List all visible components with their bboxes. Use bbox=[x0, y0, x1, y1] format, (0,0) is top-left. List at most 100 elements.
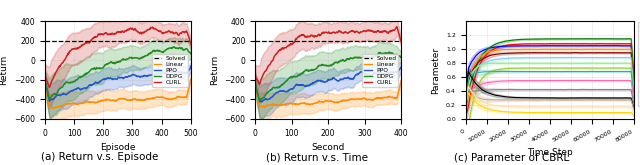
a1 bbox=[538, 45, 545, 47]
b0 bbox=[630, 108, 637, 110]
a9 bbox=[505, 80, 513, 82]
b0 bbox=[538, 99, 546, 101]
a0 bbox=[538, 43, 545, 45]
a6 bbox=[462, 105, 470, 107]
b2 bbox=[538, 111, 546, 113]
a0 bbox=[596, 43, 604, 45]
b2 bbox=[505, 111, 513, 113]
a10 bbox=[630, 102, 637, 104]
a10 bbox=[462, 104, 470, 106]
a3 bbox=[492, 50, 499, 51]
a9 bbox=[561, 80, 568, 82]
a0 bbox=[492, 47, 499, 49]
a4 bbox=[571, 52, 579, 54]
a7 bbox=[463, 127, 470, 129]
a9 bbox=[574, 80, 582, 82]
a1 bbox=[611, 45, 618, 47]
Line: a8: a8 bbox=[466, 71, 634, 99]
b1 bbox=[505, 106, 513, 108]
a6 bbox=[589, 62, 596, 64]
Line: a2: a2 bbox=[466, 39, 634, 108]
a11 bbox=[538, 97, 546, 99]
a0 bbox=[588, 43, 596, 45]
a3 bbox=[630, 80, 637, 82]
a3 bbox=[505, 48, 513, 50]
a5 bbox=[561, 57, 568, 59]
b2 bbox=[561, 112, 569, 114]
b1 bbox=[492, 105, 499, 107]
a11 bbox=[589, 97, 596, 99]
b1 bbox=[538, 106, 546, 108]
a11 bbox=[465, 70, 472, 72]
b0 bbox=[462, 100, 470, 102]
a8 bbox=[588, 70, 596, 72]
a2 bbox=[589, 38, 596, 40]
a4 bbox=[505, 52, 513, 54]
Legend: a0, a1, a2, a3, a4, a5, a6, a7, a8, a9, a10, a11, b0, b1, b2: a0, a1, a2, a3, a4, a5, a6, a7, a8, a9, … bbox=[638, 22, 640, 106]
Y-axis label: Return: Return bbox=[0, 55, 8, 85]
a2 bbox=[538, 38, 545, 40]
a3 bbox=[462, 102, 470, 104]
a9 bbox=[492, 81, 499, 82]
a3 bbox=[538, 48, 545, 50]
a3 bbox=[574, 48, 582, 50]
a0 bbox=[574, 43, 582, 45]
a0 bbox=[561, 43, 568, 45]
a8 bbox=[589, 70, 596, 72]
b2 bbox=[574, 112, 582, 114]
X-axis label: Second: Second bbox=[312, 143, 345, 152]
a6 bbox=[581, 62, 589, 64]
a11 bbox=[492, 94, 499, 96]
Text: (a) Return v.s. Episode: (a) Return v.s. Episode bbox=[40, 152, 158, 162]
a2 bbox=[505, 40, 513, 42]
a7 bbox=[505, 67, 513, 69]
a4 bbox=[561, 52, 568, 54]
b0 bbox=[492, 99, 499, 101]
Text: (c) Parameter of CBRL: (c) Parameter of CBRL bbox=[454, 152, 570, 162]
a5 bbox=[462, 99, 470, 101]
Legend: Solved, Linear, PPO, DDPG, CURL: Solved, Linear, PPO, DDPG, CURL bbox=[362, 54, 398, 87]
a9 bbox=[462, 106, 470, 108]
a11 bbox=[505, 96, 513, 98]
a7 bbox=[492, 69, 499, 71]
a6 bbox=[492, 62, 499, 64]
a10 bbox=[561, 89, 569, 91]
Y-axis label: Return: Return bbox=[210, 55, 219, 85]
a2 bbox=[462, 107, 470, 109]
b1 bbox=[574, 106, 582, 108]
a7 bbox=[589, 67, 596, 69]
a3 bbox=[589, 48, 596, 50]
a11 bbox=[630, 106, 637, 108]
b0 bbox=[561, 99, 569, 101]
b2 bbox=[589, 112, 596, 114]
Line: b1: b1 bbox=[466, 86, 634, 112]
a7 bbox=[561, 67, 569, 69]
Line: a11: a11 bbox=[466, 71, 634, 107]
a4 bbox=[492, 53, 499, 55]
a5 bbox=[630, 84, 637, 86]
a8 bbox=[574, 71, 582, 73]
Line: b2: b2 bbox=[466, 93, 634, 115]
a4 bbox=[538, 52, 545, 54]
b1 bbox=[465, 85, 472, 87]
a6 bbox=[538, 62, 545, 64]
Line: a1: a1 bbox=[466, 46, 634, 95]
a4 bbox=[462, 101, 470, 103]
a7 bbox=[462, 127, 470, 129]
b0 bbox=[505, 99, 513, 101]
Line: a0: a0 bbox=[466, 44, 634, 117]
a5 bbox=[492, 59, 499, 61]
a1 bbox=[505, 45, 513, 47]
a7 bbox=[574, 67, 582, 69]
a5 bbox=[574, 57, 582, 59]
a9 bbox=[538, 80, 545, 82]
a1 bbox=[492, 46, 499, 48]
a5 bbox=[570, 56, 578, 58]
a7 bbox=[609, 67, 617, 69]
a10 bbox=[505, 88, 513, 90]
a8 bbox=[630, 92, 637, 94]
a10 bbox=[589, 89, 596, 91]
a2 bbox=[566, 38, 573, 40]
a2 bbox=[561, 38, 568, 40]
a1 bbox=[561, 45, 568, 47]
